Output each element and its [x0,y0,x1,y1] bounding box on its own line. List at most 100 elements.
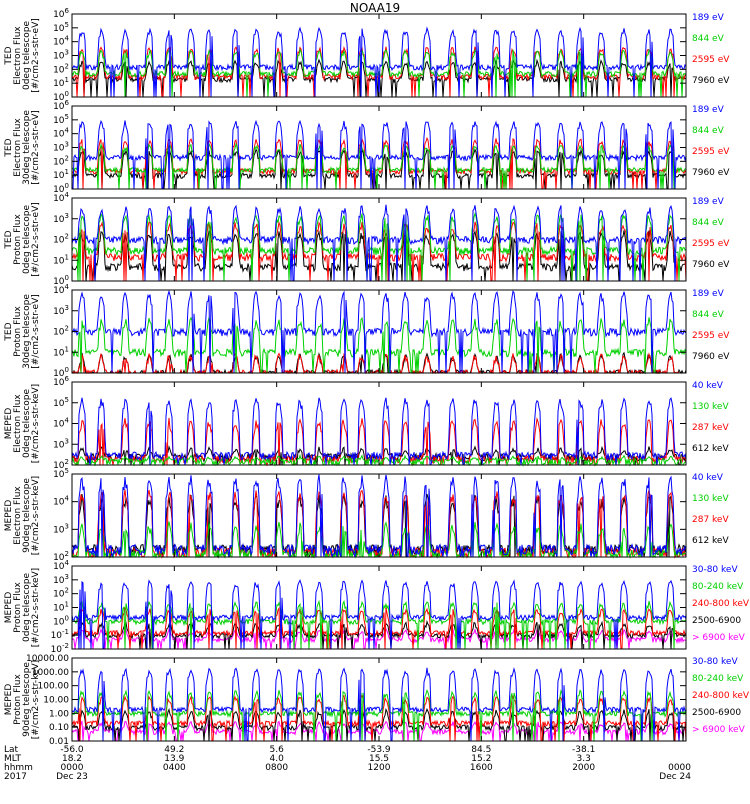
y-axis-label: 30deg telescope [22,294,32,369]
y-tick-label: 10-1 [51,628,69,641]
y-axis-label: Electron Flux [13,394,23,453]
legend-entry: 2500-6900 [692,708,741,718]
legend-entry: 7960 eV [692,352,730,362]
y-axis-label: MEPED [4,684,14,716]
legend-entry: 7960 eV [692,260,730,270]
y-tick-label: 106 [53,99,69,112]
series-3-2 [71,221,687,282]
y-tick-label: 103 [53,573,69,586]
series-4-3 [71,316,687,374]
legend-entry: 189 eV [692,197,725,207]
legend-entry: 130 keV [692,494,729,504]
y-tick-label: 102 [53,550,69,563]
y-tick-label: 100 [53,366,69,379]
y-axis-label: [#/cm2-s-str-eV] [31,18,41,93]
y-tick-label: 104 [53,559,69,572]
time-axis-row-label: Lat [4,745,19,755]
y-axis-label: TED [4,46,14,65]
series-4-4 [71,289,687,374]
legend-entry: 612 keV [692,444,729,454]
y-axis-label: [#/cm2-s-str-keV] [31,384,41,463]
date-tick-label: Dec 24 [659,772,691,782]
time-axis-row-label: hhmm [4,763,33,773]
lat-tick-label: -38.1 [572,745,595,755]
y-axis-label: [#/cm2-s-str-keV] [31,476,41,555]
y-tick-label: 100 [53,90,69,103]
panel-5: 102 103 104 105 106 MEPED Electron Flux 0deg te… [4,375,729,471]
y-tick-label: 101 [53,253,69,266]
y-axis-label: MEPED [4,408,14,440]
y-tick-label: 103 [53,304,69,317]
hhmm-tick-label: 0000 [61,763,84,773]
y-tick-label: 1000.00 [32,668,69,678]
y-tick-label: 105 [53,396,69,409]
y-tick-label: 10000.00 [26,654,69,664]
y-tick-label: 100 [53,182,69,195]
y-tick-label: 102 [53,154,69,167]
mlt-tick-label: 13.9 [164,754,184,764]
y-axis-label: 90deg telescope [22,478,32,553]
y-axis-label: 30deg telescope [22,110,32,185]
hhmm-tick-label: 1600 [470,763,493,773]
y-axis-label: [#/cm2-s-str-keV] [31,660,41,739]
y-tick-label: 104 [53,417,69,430]
time-axis-row-label: MLT [4,754,22,764]
y-axis-label: TED [4,138,14,157]
legend-entry: 2595 eV [692,331,730,341]
legend-entry: 80-240 keV [692,582,744,592]
y-tick-label: 0.10 [49,723,69,733]
y-tick-label: 104 [53,127,69,140]
y-tick-label: 10-2 [51,642,69,655]
series-1-4 [71,26,687,98]
legend-entry: 189 eV [692,13,725,23]
y-axis-label: 0deg telescope [22,205,32,275]
hhmm-tick-label: 2000 [572,763,595,773]
series-7-5 [71,578,687,650]
series-8-2 [71,707,687,742]
legend-entry: 7960 eV [692,168,730,178]
legend-entry: > 6900 keV [692,633,746,643]
series-8-3 [71,694,687,742]
legend-entry: 612 keV [692,536,729,546]
panel-frame [71,105,687,190]
y-tick-label: 101 [53,168,69,181]
y-axis-label: TED [4,230,14,249]
series-2-4 [72,119,687,190]
date-tick-label: Dec 23 [56,772,88,782]
y-axis-label: TED [4,322,14,341]
y-tick-label: 104 [53,495,69,508]
legend-entry: 189 eV [692,289,725,299]
y-tick-label: 101 [53,76,69,89]
series-2-3 [71,142,687,190]
y-tick-label: 102 [53,233,69,246]
series-5-4 [71,397,687,466]
legend-entry: 287 keV [692,423,729,433]
legend-entry: 240-800 keV [692,599,750,609]
time-axis-row-label: 2017 [4,772,27,782]
lat-tick-label: 84.5 [471,745,491,755]
y-tick-label: 103 [53,522,69,535]
y-axis-label: [#/cm2-s-str-keV] [31,568,41,647]
y-tick-label: 105 [53,467,69,480]
lat-tick-label: -56.0 [60,745,84,755]
lat-tick-label: -53.9 [367,745,391,755]
y-axis-label: [#/cm2-s-str-eV] [31,110,41,185]
y-tick-label: 101 [53,345,69,358]
y-axis-label: 90deg telescope [22,662,32,737]
y-tick-label: 105 [53,21,69,34]
y-tick-label: 1.00 [49,709,69,719]
series-3-4 [71,204,687,282]
legend-entry: 844 eV [692,310,725,320]
y-axis-label: Electron Flux [13,486,23,545]
y-axis-label: Proton Flux [13,582,23,633]
y-tick-label: 0.01 [49,737,69,747]
y-axis-label: [#/cm2-s-str-eV] [31,294,41,369]
y-axis-label: Electron Flux [13,26,23,85]
y-axis-label: [#/cm2-s-str-eV] [31,202,41,277]
y-tick-label: 10.00 [43,696,69,706]
y-tick-label: 103 [53,212,69,225]
